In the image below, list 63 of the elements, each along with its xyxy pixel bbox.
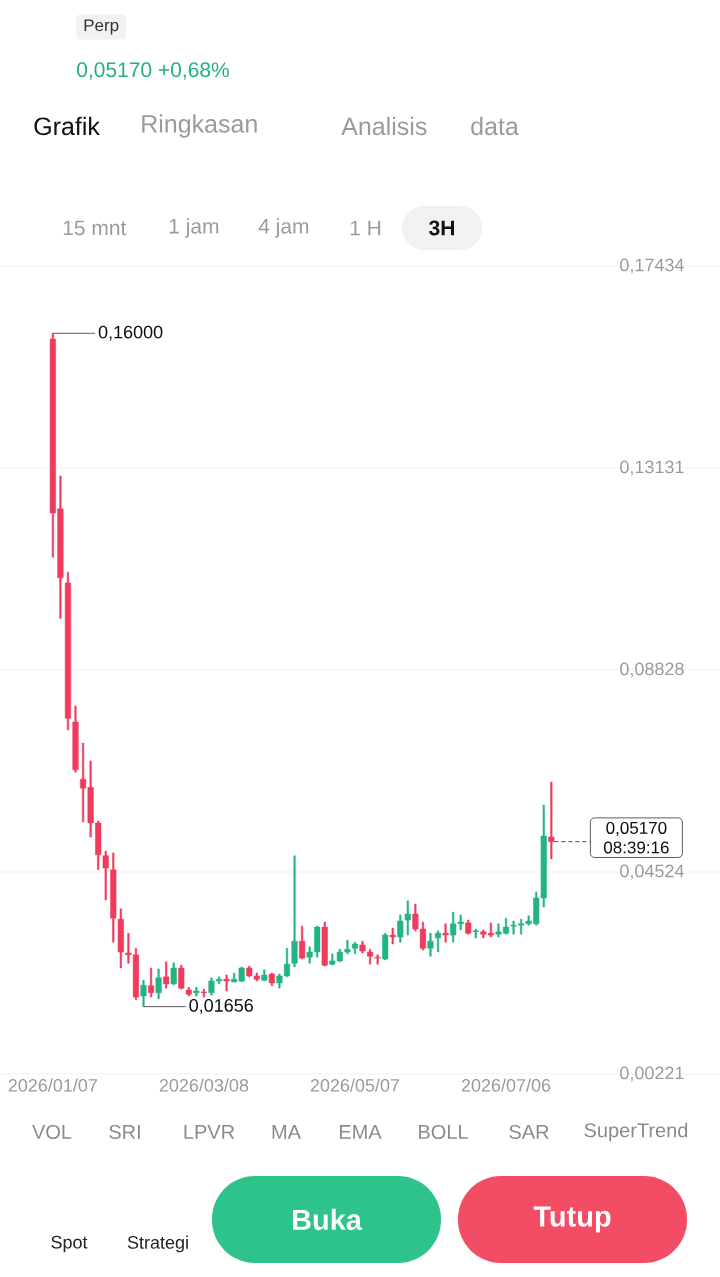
candlestick: [374, 954, 381, 965]
candlestick: [442, 923, 449, 943]
text: SuperTrend: [584, 1122, 688, 1142]
candlestick: [548, 781, 555, 860]
annotation: 0,01656: [189, 999, 253, 1014]
text: 1 jam: [169, 218, 219, 238]
y-tick-label: 0,04524: [620, 864, 684, 880]
text: Spot: [51, 1235, 88, 1253]
x-tick-label: 2026/03/08: [159, 1078, 249, 1092]
candlestick: [382, 932, 389, 961]
text: data: [471, 116, 519, 136]
text: Strategi: [127, 1235, 188, 1253]
candlestick: [163, 961, 170, 989]
candlestick: [291, 855, 298, 968]
text: BOLL: [419, 1124, 468, 1140]
text: LPVR: [184, 1125, 235, 1139]
x-tick-label: 2026/01/07: [8, 1078, 97, 1092]
text: 1 H: [350, 220, 381, 236]
text: SRI: [109, 1124, 140, 1140]
candlestick: [64, 571, 72, 731]
text: Tutup: [533, 1206, 611, 1233]
candlestick: [72, 705, 79, 773]
candlestick: [389, 927, 396, 945]
candlestick: [178, 964, 185, 990]
candlestick: [140, 979, 147, 1007]
x-tick-label: 2026/05/07: [310, 1078, 400, 1092]
text: 4 jam: [258, 218, 309, 238]
text: Buka: [292, 1208, 363, 1231]
candlestick: [321, 921, 328, 967]
candlestick: [200, 988, 207, 998]
text: Ringkasan: [142, 114, 257, 138]
y-tick-label: 0,08828: [620, 662, 684, 678]
candlestick: [472, 928, 479, 939]
candlestick: [427, 932, 434, 957]
x-tick-label: 2026/07/06: [461, 1078, 551, 1092]
text: 15 mnt: [63, 220, 127, 236]
candlestick: [434, 930, 442, 953]
text: 3H: [429, 220, 454, 236]
candlestick: [102, 850, 109, 901]
candlestick: [185, 986, 192, 997]
candlestick: [193, 986, 200, 997]
ref-line-label: 0,05170 08:39:16: [603, 821, 669, 854]
chart-subtitle: 0,05170 +0,68%: [77, 62, 229, 80]
text: VOL: [32, 1124, 72, 1140]
candlestick: [268, 972, 275, 987]
text: MA: [272, 1125, 301, 1139]
text: Analisis: [341, 116, 427, 136]
candlestick: [299, 925, 306, 960]
y-tick-label: 0,13131: [620, 460, 684, 476]
candlestick: [148, 967, 155, 998]
y-tick-label: 0,00221: [620, 1066, 684, 1082]
y-tick-label: 0,17434: [620, 258, 684, 274]
candlestick: [351, 941, 359, 955]
candlestick: [170, 962, 177, 986]
candlestick: [465, 919, 472, 935]
candlestick: [261, 969, 268, 982]
text: Perp: [84, 19, 119, 35]
candlestick: [155, 968, 162, 1000]
text: Grafik: [34, 116, 100, 136]
text: SAR: [509, 1124, 549, 1140]
annotation: 0,16000: [98, 325, 163, 341]
candlestick: [223, 974, 230, 992]
text: EMA: [339, 1125, 382, 1139]
